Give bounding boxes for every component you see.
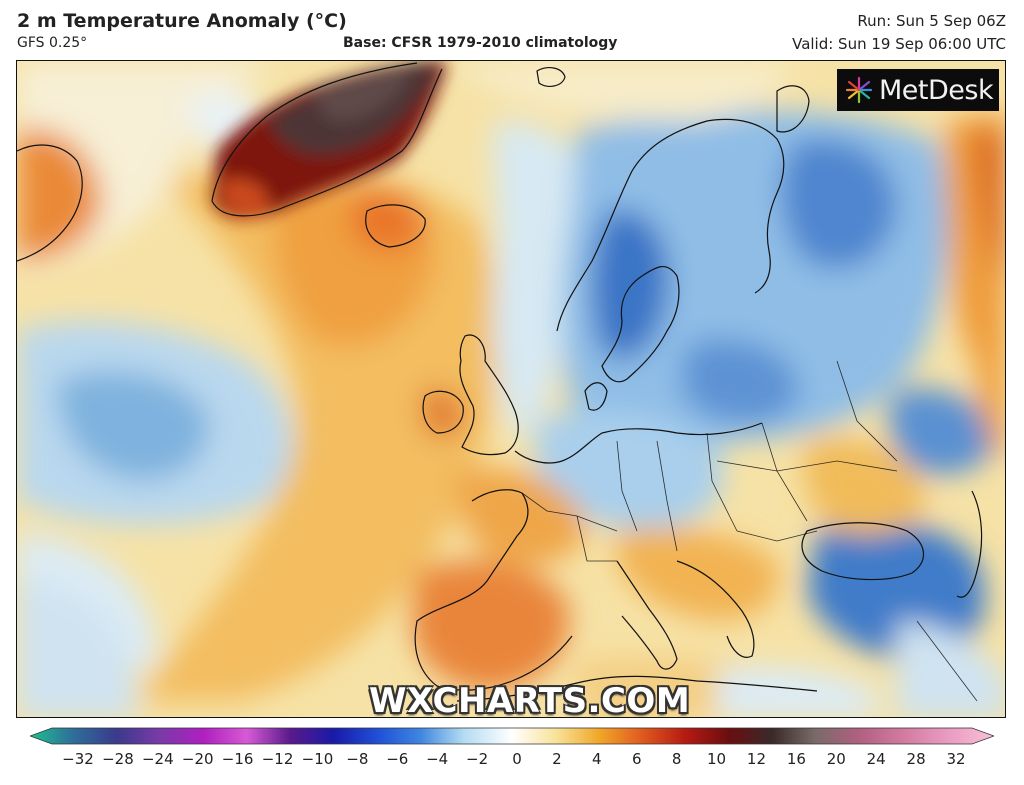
legend-tick-label: 2 xyxy=(552,750,562,768)
legend-tick-label: 28 xyxy=(906,750,926,768)
color-legend: −32 −28 −24 −20 −16 −12 −10 −8 −6 −4 −2 0 2 4 6 8 10 12 16… xyxy=(30,726,994,780)
anomaly-shading xyxy=(17,61,1005,717)
legend-colorbar xyxy=(30,727,994,745)
legend-tick-label: 24 xyxy=(866,750,886,768)
chart-title: 2 m Temperature Anomaly (°C) xyxy=(17,10,347,32)
legend-tick-label: −6 xyxy=(386,750,409,768)
model-label: GFS 0.25° xyxy=(17,35,88,51)
anomaly-map: MetDesk WXCHARTS.COM xyxy=(16,60,1006,718)
legend-tick-label: 10 xyxy=(706,750,727,768)
legend-tick-label: −12 xyxy=(261,750,294,768)
legend-tick-label: 4 xyxy=(592,750,602,768)
coastlines xyxy=(17,62,983,702)
legend-tick-label: −2 xyxy=(466,750,489,768)
legend-tick-label: 16 xyxy=(786,750,806,768)
legend-tick-label: 32 xyxy=(946,750,966,768)
map-canvas xyxy=(17,61,1005,717)
run-time-label: Run: Sun 5 Sep 06Z xyxy=(857,12,1006,30)
climatology-base-label: Base: CFSR 1979-2010 climatology xyxy=(343,35,618,51)
legend-tick-label: −4 xyxy=(426,750,449,768)
legend-tick-label: 6 xyxy=(631,750,642,768)
logo-text: MetDesk xyxy=(879,74,994,106)
starburst-logo-icon xyxy=(845,76,873,104)
legend-tick-label: 8 xyxy=(671,750,682,768)
legend-tick-label: −8 xyxy=(346,750,369,768)
legend-tick-label: −16 xyxy=(221,750,254,768)
legend-tick-label: −28 xyxy=(102,750,134,768)
legend-tick-label: −20 xyxy=(181,750,214,768)
borders xyxy=(521,360,978,702)
legend-tick-label: 0 xyxy=(512,750,522,768)
legend-tick-label: −10 xyxy=(301,750,334,768)
legend-tick-label: 20 xyxy=(826,750,846,768)
legend-tick-label: −24 xyxy=(141,750,174,768)
greenland-anomaly xyxy=(212,61,447,220)
watermark: WXCHARTS.COM xyxy=(369,681,691,718)
valid-time-label: Valid: Sun 19 Sep 06:00 UTC xyxy=(792,35,1006,53)
metdesk-logo: MetDesk xyxy=(837,69,999,111)
legend-tick-label: 12 xyxy=(746,750,766,768)
legend-tick-label: −32 xyxy=(62,750,94,768)
